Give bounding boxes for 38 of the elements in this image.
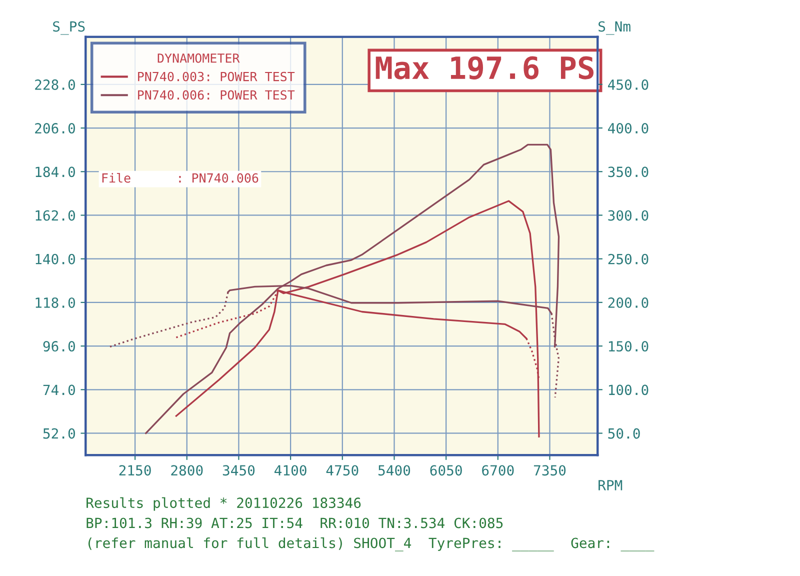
y-tick-label: 52.0 xyxy=(43,428,75,439)
annotation: Max 197.6 PS xyxy=(376,56,594,80)
y-tick-label: 74.0 xyxy=(43,384,75,396)
legend-title: DYNAMOMETER xyxy=(158,53,240,63)
y2-tick-label: 350.0 xyxy=(608,166,648,178)
x-tick-label: 2150 xyxy=(119,465,151,476)
y2-axis-title: S_Nm xyxy=(598,21,630,35)
text: BP:101.3 RH:39 AT:25 IT:54 RR:010 TN:3.534 CK:085 xyxy=(86,518,503,528)
x-tick-label: 2800 xyxy=(171,465,203,476)
legend-label: PN740.006: POWER TEST xyxy=(138,90,295,100)
annotation: File : PN740.006 xyxy=(102,172,258,183)
y-tick-label: 206.0 xyxy=(35,123,75,134)
y-tick-label: 162.0 xyxy=(36,210,75,221)
y-axis-title: S_PS xyxy=(53,21,85,35)
legend-label: PN740.003: POWER TEST xyxy=(138,72,295,82)
y-tick-label: 184.0 xyxy=(36,166,75,178)
x-axis-title: RPM xyxy=(598,480,622,490)
y2-tick-label: 200.0 xyxy=(608,297,648,308)
x-tick-label: 3450 xyxy=(222,465,255,476)
x-tick-label: 6050 xyxy=(430,465,462,476)
y-tick-label: 96.0 xyxy=(43,341,75,352)
text: Results plotted * 20110226 183346 xyxy=(86,497,361,511)
x-tick-label: 6700 xyxy=(482,465,514,476)
y-tick-label: 228.0 xyxy=(35,79,75,90)
y2-tick-label: 300.0 xyxy=(608,210,648,221)
y-tick-label: 118.0 xyxy=(36,297,75,308)
y-tick-label: 140.0 xyxy=(36,254,75,264)
y2-tick-label: 250.0 xyxy=(608,254,648,264)
y2-tick-label: 50.0 xyxy=(608,428,640,439)
x-tick-label: 7350 xyxy=(534,465,566,476)
y2-tick-label: 450.0 xyxy=(608,79,648,90)
text: (refer manual for full details) SHOOT_4 TyrePres: _____ Gear: ____ xyxy=(88,537,654,552)
x-tick-label: 4100 xyxy=(274,465,306,476)
x-tick-label: 5400 xyxy=(378,465,410,476)
y2-tick-label: 100.0 xyxy=(608,384,648,396)
y2-tick-label: 150.0 xyxy=(608,341,648,352)
y2-tick-label: 400.0 xyxy=(608,123,648,134)
x-tick-label: 4750 xyxy=(326,465,358,476)
